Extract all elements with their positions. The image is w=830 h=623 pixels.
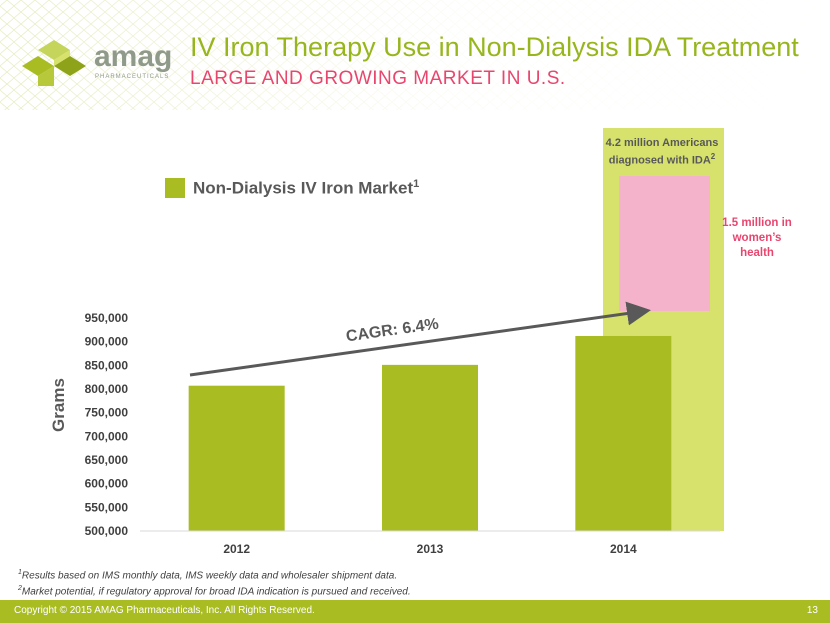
y-tick-label: 950,000: [85, 311, 129, 325]
womens-health-note: 1.5 million in women’s health: [722, 217, 792, 259]
y-tick-label: 650,000: [85, 453, 129, 467]
bar-2013: [382, 364, 478, 531]
amag-logo: amag PHARMACEUTICALS: [22, 40, 172, 86]
footnote-1: 1Results based on IMS monthly data, IMS …: [18, 569, 398, 582]
bar-2014: [575, 335, 672, 531]
x-tick-label: 2013: [417, 542, 444, 556]
page-number: 13: [806, 605, 818, 616]
logo-subtext: PHARMACEUTICALS: [95, 74, 169, 80]
footnote-2: 2Market potential, if regulatory approva…: [18, 585, 411, 598]
slide-subtitle: LARGE AND GROWING MARKET IN U.S.: [190, 68, 566, 89]
x-tick-label: 2012: [223, 542, 250, 556]
legend-swatch: [165, 178, 185, 199]
y-tick-label: 500,000: [85, 524, 129, 538]
logo-mark-icon: [22, 40, 86, 86]
footnotes: 1Results based on IMS monthly data, IMS …: [18, 566, 411, 599]
x-tick-label: 2014: [610, 542, 637, 556]
legend-label: Non-Dialysis IV Iron Market1: [193, 178, 420, 198]
copyright-text: Copyright © 2015 AMAG Pharmaceuticals, I…: [14, 605, 315, 616]
header-pattern: [0, 0, 830, 110]
y-tick-label: 700,000: [85, 429, 129, 443]
y-tick-label: 600,000: [85, 477, 129, 491]
y-tick-label: 750,000: [85, 406, 129, 420]
cagr-arrow: [189, 301, 651, 377]
y-tick-label: 800,000: [85, 382, 129, 396]
slide-title: IV Iron Therapy Use in Non-Dialysis IDA …: [190, 32, 799, 62]
footer-bar: Copyright © 2015 AMAG Pharmaceuticals, I…: [0, 600, 830, 623]
womens-health-block: [619, 176, 710, 311]
y-tick-label: 550,000: [85, 500, 129, 514]
y-tick-label: 900,000: [85, 335, 129, 349]
logo-text: amag: [94, 40, 172, 73]
bar-chart: 500,000 550,000 600,000 650,000 700,000 750,0…: [49, 128, 724, 556]
bar-2012: [188, 385, 285, 531]
chart-legend: Non-Dialysis IV Iron Market1: [165, 178, 419, 199]
ida-market-note: 4.2 million Americans diagnosed with IDA…: [605, 137, 719, 167]
y-tick-label: 850,000: [85, 358, 129, 372]
y-axis-label: Grams: [49, 378, 68, 432]
